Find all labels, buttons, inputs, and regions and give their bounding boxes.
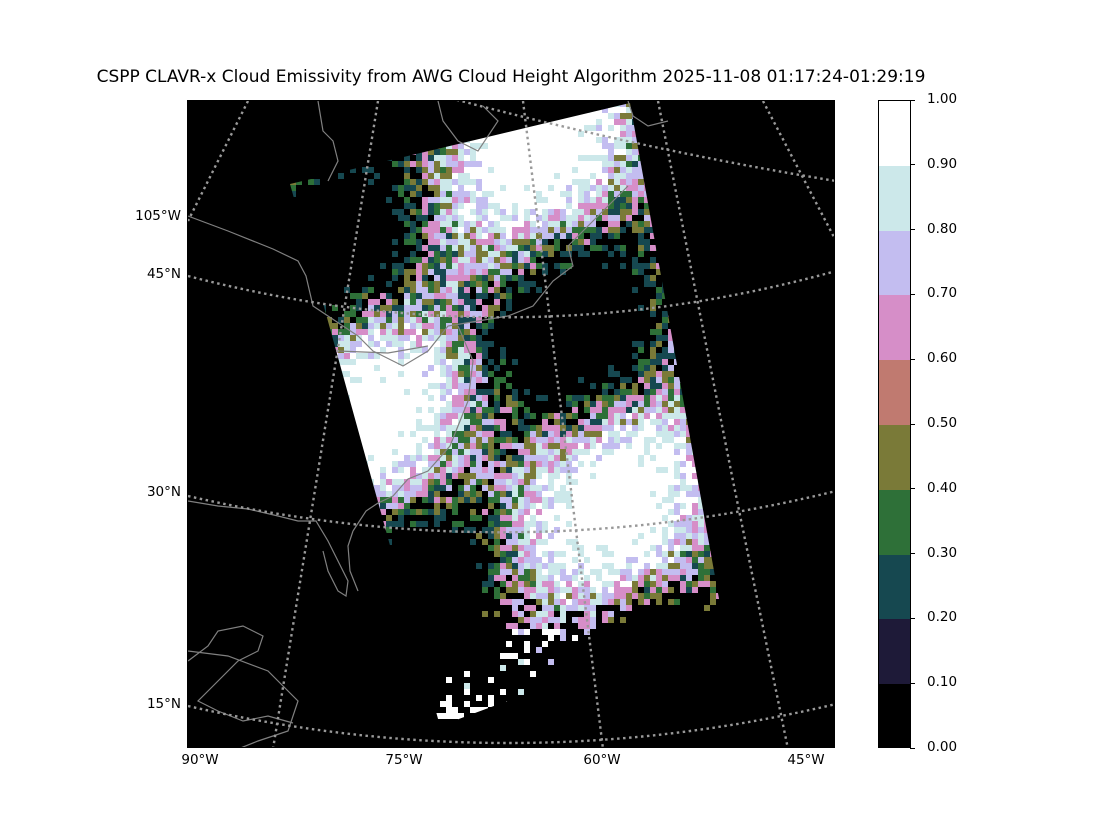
colorbar-tick-label: 0.60 — [927, 350, 958, 367]
lon-label-105w: 105°W — [135, 208, 181, 224]
lat-label-15n: 15°N — [146, 696, 181, 712]
colorbar-segment — [879, 101, 910, 167]
colorbar-tick — [910, 488, 915, 490]
lon-label-90w: 90°W — [181, 752, 219, 768]
colorbar-tick — [910, 553, 915, 555]
colorbar-segment — [879, 165, 910, 232]
lon-label-45w: 45°W — [787, 752, 825, 768]
colorbar-segment — [879, 230, 910, 296]
colorbar-tick-label: 1.00 — [927, 91, 958, 107]
colorbar — [878, 100, 911, 748]
colorbar-segment — [879, 489, 910, 556]
colorbar-tick-label: 0.70 — [927, 285, 958, 302]
colorbar-tick — [910, 747, 915, 749]
colorbar-tick — [910, 293, 915, 295]
colorbar-tick-label: 0.80 — [927, 220, 958, 237]
map-panel[interactable] — [187, 100, 835, 748]
graticule — [188, 101, 834, 747]
colorbar-tick — [910, 682, 915, 684]
colorbar-tick-label: 0.90 — [927, 155, 958, 172]
colorbar-segment — [879, 554, 910, 620]
map-title: CSPP CLAVR-x Cloud Emissivity from AWG C… — [96, 67, 926, 87]
lat-label-30n: 30°N — [146, 484, 181, 500]
colorbar-tick — [910, 617, 915, 619]
colorbar-tick-label: 0.00 — [927, 739, 958, 755]
colorbar-segment — [879, 425, 910, 491]
colorbar-segment — [879, 360, 910, 426]
colorbar-tick-label: 0.20 — [927, 609, 958, 626]
colorbar-tick-label: 0.50 — [927, 415, 958, 431]
colorbar-tick — [910, 423, 915, 425]
colorbar-tick — [910, 229, 915, 231]
map-canvas — [188, 101, 834, 747]
colorbar-segment — [879, 619, 910, 685]
colorbar-segment — [879, 295, 910, 361]
colorbar-tick-label: 0.10 — [927, 674, 958, 691]
colorbar-tick — [910, 99, 915, 101]
lon-label-60w: 60°W — [583, 752, 621, 768]
colorbar-segment — [879, 684, 910, 747]
colorbar-tick — [910, 164, 915, 166]
colorbar-tick-label: 0.40 — [927, 479, 958, 496]
colorbar-tick — [910, 358, 915, 360]
cloud-emissivity-swath — [290, 103, 723, 726]
colorbar-tick-label: 0.30 — [927, 544, 958, 561]
lat-label-45n: 45°N — [146, 266, 181, 282]
lon-label-75w: 75°W — [385, 752, 423, 768]
